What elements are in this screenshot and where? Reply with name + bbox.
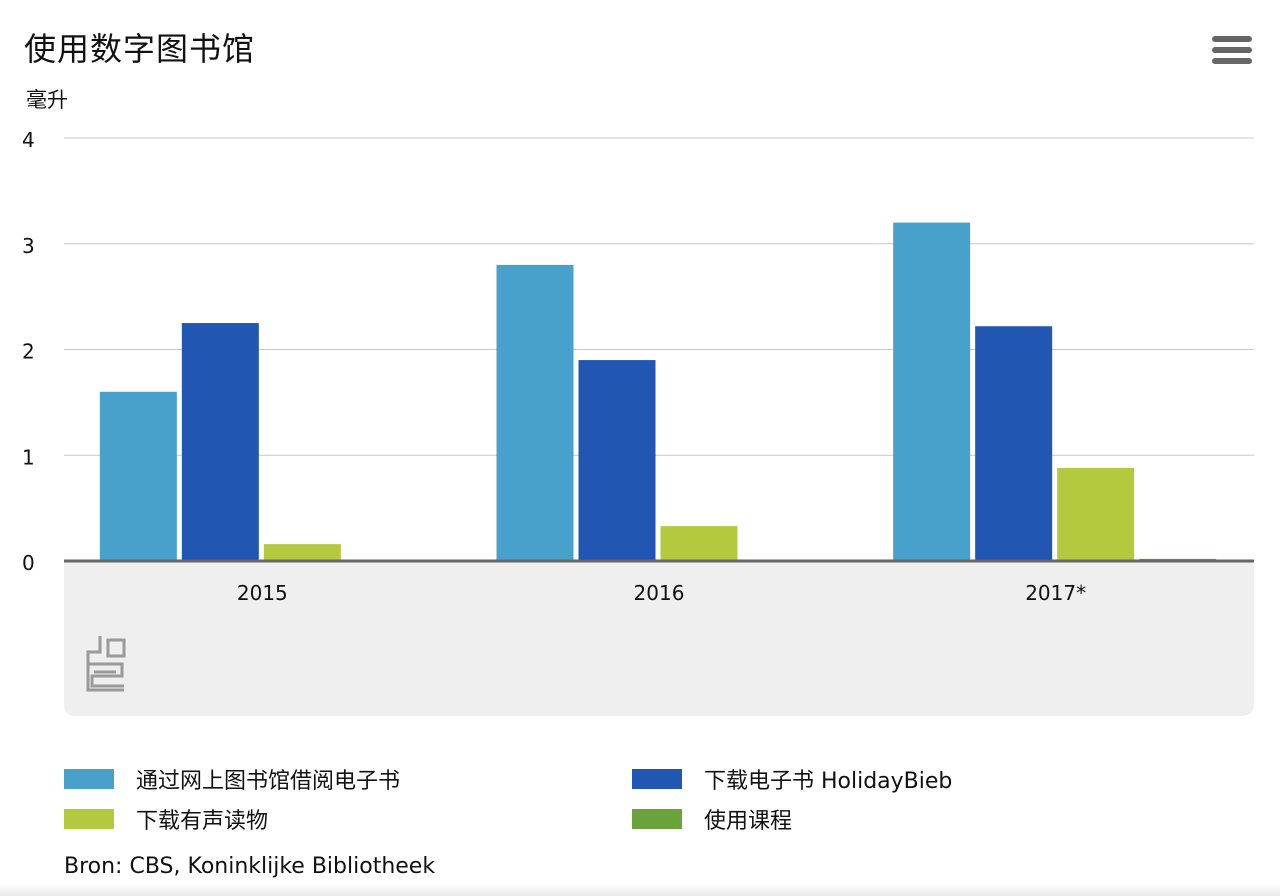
bar — [496, 264, 574, 561]
bottom-shadow — [0, 884, 1280, 896]
x-tick-label: 2017* — [1025, 581, 1086, 605]
bar — [263, 544, 341, 561]
legend-label: 使用课程 — [704, 809, 793, 834]
bar — [578, 360, 656, 561]
y-tick-label: 4 — [22, 128, 35, 152]
legend-item-series-2[interactable]: 下载电子书 HolidayBieb — [632, 764, 952, 794]
chart-title: 使用数字图书馆 — [24, 30, 256, 68]
y-tick-label: 3 — [22, 234, 35, 258]
x-axis-panel — [64, 561, 1254, 716]
cbs-logo-icon — [86, 636, 126, 692]
legend-swatch — [632, 809, 682, 829]
bar-chart: 0 1 2 3 4 2015 2016 2017* — [22, 128, 1254, 716]
y-tick-label: 2 — [22, 340, 35, 364]
source-note: Bron: CBS, Koninklijke Bibliotheek — [64, 854, 436, 879]
bar — [1057, 467, 1135, 561]
y-axis-unit-label: 毫升 — [26, 88, 68, 112]
hamburger-menu-icon[interactable] — [1212, 36, 1252, 68]
bar — [893, 222, 971, 561]
bar — [975, 326, 1053, 561]
x-tick-label: 2015 — [237, 581, 288, 605]
bar — [181, 323, 259, 561]
bar — [660, 526, 738, 561]
bar — [99, 391, 177, 561]
legend-swatch — [64, 769, 114, 789]
legend-item-series-4[interactable]: 使用课程 — [632, 804, 792, 834]
legend-label: 下载有声读物 — [136, 809, 269, 834]
y-tick-label: 0 — [22, 551, 35, 575]
legend-item-series-1[interactable]: 通过网上图书馆借阅电子书 — [64, 764, 400, 794]
legend-label: 下载电子书 HolidayBieb — [704, 769, 953, 794]
legend-swatch — [64, 809, 114, 829]
legend-item-series-3[interactable]: 下载有声读物 — [64, 804, 268, 834]
legend-label: 通过网上图书馆借阅电子书 — [136, 769, 401, 794]
y-tick-label: 1 — [22, 445, 35, 469]
x-tick-label: 2016 — [634, 581, 685, 605]
legend-swatch — [632, 769, 682, 789]
